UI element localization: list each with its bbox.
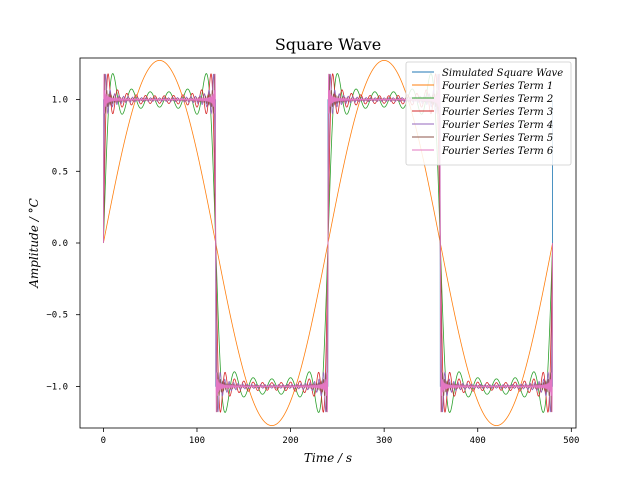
- x-tick-label: 300: [376, 436, 392, 446]
- x-axis: 0 100 200 300 400 500: [101, 428, 579, 446]
- legend-label: Fourier Series Term 3: [441, 107, 553, 118]
- legend-label: Fourier Series Term 5: [441, 133, 553, 144]
- x-tick-label: 400: [470, 436, 486, 446]
- y-tick-label: −0.5: [46, 311, 68, 321]
- x-tick-label: 100: [189, 436, 205, 446]
- legend: Simulated Square Wave Fourier Series Term…: [405, 61, 572, 166]
- legend-label: Fourier Series Term 6: [441, 146, 554, 157]
- legend-label: Fourier Series Term 2: [441, 94, 553, 105]
- series-line: [103, 73, 553, 413]
- plot-lines: [103, 59, 553, 427]
- chart-title: Square Wave: [275, 35, 381, 54]
- legend-label: Simulated Square Wave: [442, 68, 563, 79]
- legend-label: Fourier Series Term 4: [441, 120, 553, 131]
- y-tick-label: 1.0: [52, 96, 68, 106]
- y-tick-label: 0.5: [52, 167, 68, 177]
- legend-label: Fourier Series Term 1: [441, 81, 553, 92]
- x-tick-label: 200: [282, 436, 298, 446]
- legend-frame: [405, 61, 572, 166]
- x-tick-label: 0: [101, 436, 106, 446]
- y-tick-label: 0.0: [52, 239, 68, 249]
- x-axis-label: Time / s: [304, 451, 352, 465]
- x-tick-label: 500: [563, 436, 579, 446]
- y-tick-label: −1.0: [46, 382, 68, 392]
- y-axis-label: Amplitude / °C: [27, 198, 41, 289]
- y-axis: −1.0 −0.5 0.0 0.5 1.0: [46, 96, 80, 392]
